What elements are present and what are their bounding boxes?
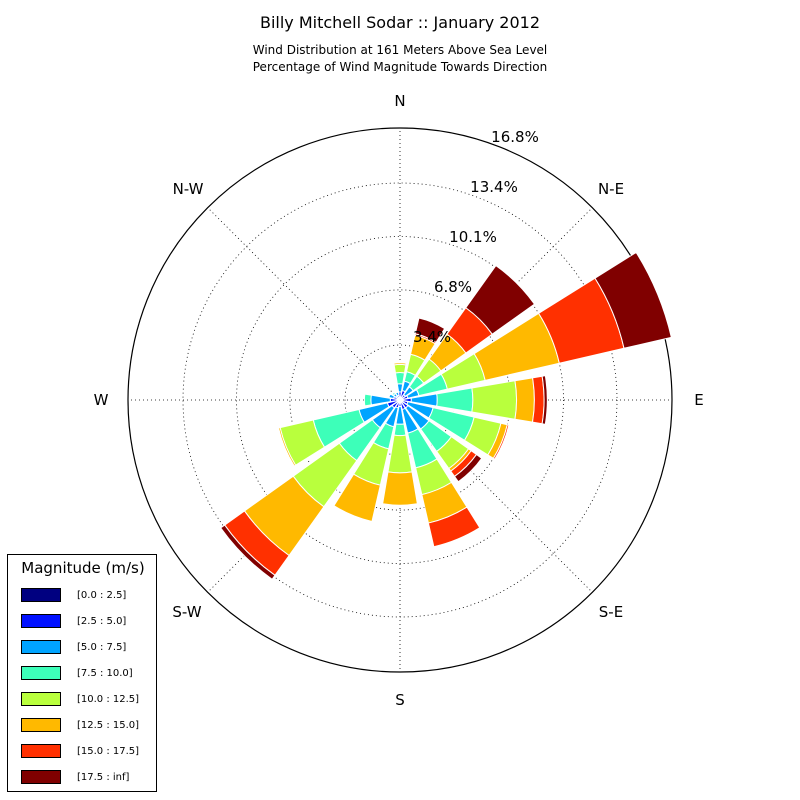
wind-bar-segment [492,424,510,460]
direction-label-sw: S-W [172,603,201,621]
wind-bar-segment [393,362,407,366]
wind-bar-segment [453,453,483,483]
wind-bar-segment [393,363,407,374]
radial-tick-label: 16.8% [491,128,539,146]
wind-bar-segment [393,423,407,437]
legend-label: [15.0 : 17.5] [77,746,140,757]
legend-swatch [21,692,61,706]
wind-bar-segment [414,317,446,344]
legend-label: [2.5 : 5.0] [77,616,127,627]
legend: Magnitude (m/s) [0.0 : 2.5] [2.5 : 5.0] … [7,554,157,792]
wind-bar-segment [388,393,396,400]
grid-ring [236,236,564,564]
wind-bar-segment [363,393,372,407]
wind-bar-segment [471,380,518,420]
legend-swatch [21,770,61,784]
polar-grid [127,127,673,673]
wind-bar-segment [395,391,400,397]
legend-label: [17.5 : inf] [77,772,130,783]
direction-label-e: E [694,391,703,409]
direction-label-w: W [94,391,109,409]
direction-label-se: S-E [599,603,623,621]
wind-bar-segment [220,524,276,580]
direction-label-nw: N-W [173,180,204,198]
legend-label: [7.5 : 10.0] [77,668,133,679]
chart-title: Billy Mitchell Sodar :: January 2012 [260,13,540,32]
wind-bar-segment [531,375,545,425]
legend-swatch [21,744,61,758]
wind-bar-segment [394,371,406,385]
legend-label: [5.0 : 7.5] [77,642,127,653]
radial-tick-label: 3.4% [413,328,451,346]
legend-label: [12.5 : 15.0] [77,720,140,731]
radial-tick-label: 6.8% [434,278,472,296]
wind-bar-segment [427,506,481,548]
legend-swatch [21,588,61,602]
legend-swatch [21,640,61,654]
legend-swatch [21,614,61,628]
wind-bar-segment [333,473,381,523]
wind-bar-segment [387,434,413,474]
legend-label: [10.0 : 12.5] [77,694,140,705]
wind-bar-segment [382,471,418,506]
wind-bars [220,251,672,580]
grid-spoke [207,207,401,401]
wind-bar-segment [465,264,536,335]
wind-bar-segment [436,387,474,413]
direction-label-ne: N-E [598,180,624,198]
direction-label-s: S [395,691,405,709]
chart-subtitle: Wind Distribution at 161 Meters Above Se… [253,43,548,57]
radial-tick-label: 13.4% [470,178,518,196]
outer-ring [127,127,673,673]
wind-bar-segment [541,375,548,425]
legend-label: [0.0 : 2.5] [77,590,127,601]
legend-title: Magnitude (m/s) [21,559,145,577]
wind-bar-segment [391,391,396,396]
wind-bar-segment [277,427,297,467]
chart-subtitle-2: Percentage of Wind Magnitude Towards Dir… [253,60,547,74]
legend-swatch [21,718,61,732]
radial-tick-label: 10.1% [449,228,497,246]
direction-label-n: N [394,92,405,110]
wind-bar-segment [514,377,535,423]
legend-swatch [21,666,61,680]
wind-bar-segment [594,251,672,349]
